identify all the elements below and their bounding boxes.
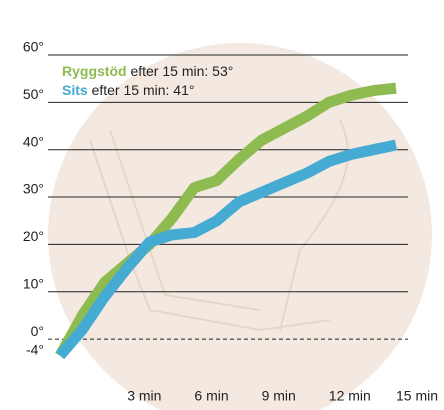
legend-name: Sits: [62, 82, 88, 98]
y-tick-label: 30°: [23, 181, 44, 197]
y-tick-label: 50°: [23, 86, 44, 102]
background-circle: [48, 43, 432, 410]
y-tick-label: 60°: [23, 39, 44, 55]
y-tick-label: 0°: [31, 323, 44, 339]
annotation: efter 15 min: 41°: [92, 82, 195, 98]
y-tick-label: -4°: [26, 342, 44, 358]
x-tick-label: 12 min: [329, 388, 371, 404]
y-tick-label: 20°: [23, 228, 44, 244]
x-tick-label: 3 min: [127, 388, 161, 404]
series-line: [55, 139, 398, 360]
chair-outline: [89, 119, 349, 332]
annotation: efter 15 min: 53°: [130, 63, 233, 79]
series-line: [55, 82, 397, 359]
legend-entry: Ryggstöd efter 15 min: 53°: [62, 63, 233, 79]
x-tick-label: 15 min: [396, 388, 438, 404]
x-tick-label: 9 min: [262, 388, 296, 404]
x-tick-label: 6 min: [194, 388, 228, 404]
legend-entry: Sits efter 15 min: 41°: [62, 82, 194, 98]
y-tick-label: 10°: [23, 275, 44, 291]
legend-name: Ryggstöd: [62, 63, 127, 79]
y-tick-label: 40°: [23, 133, 44, 149]
